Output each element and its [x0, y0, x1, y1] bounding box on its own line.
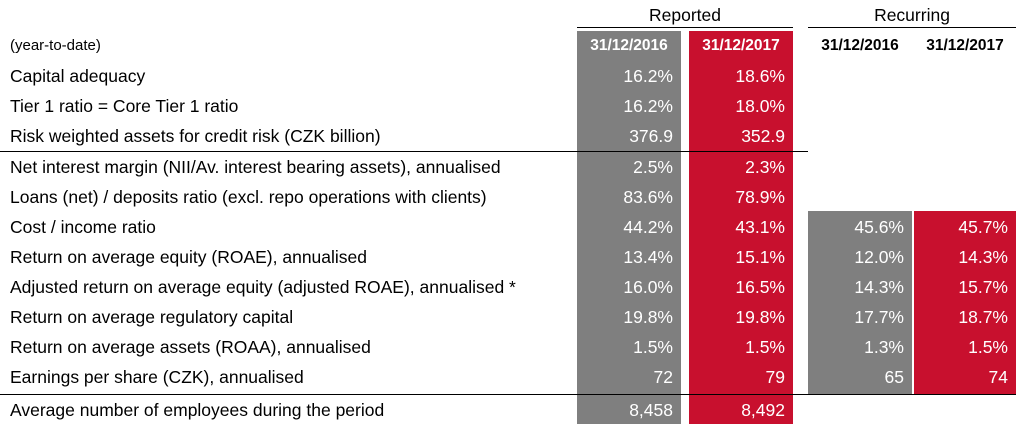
recurring-2017-value: 15.7% — [958, 277, 1008, 297]
recurring-2016-header: 31/12/2016 — [821, 37, 899, 54]
reported-2017-value: 16.5% — [735, 277, 785, 297]
row-label: Earnings per share (CZK), annualised — [10, 367, 304, 387]
reported-2017-value: 18.6% — [735, 66, 785, 86]
reported-2017-value: 78.9% — [735, 187, 785, 207]
row-label: Risk weighted assets for credit risk (CZ… — [10, 126, 381, 146]
reported-2017-value: 1.5% — [745, 337, 785, 357]
recurring-2017-value: 18.7% — [958, 307, 1008, 327]
reported-2017-value: 19.8% — [735, 307, 785, 327]
row-label: Net interest margin (NII/Av. interest be… — [10, 157, 501, 177]
row-label: Tier 1 ratio = Core Tier 1 ratio — [10, 96, 239, 116]
recurring-group-header: Recurring — [874, 5, 950, 25]
row-label: Return on average equity (ROAE), annuali… — [10, 247, 368, 267]
section-divider-1 — [0, 151, 808, 152]
reported-2017-value: 8,492 — [741, 400, 785, 420]
recurring-2016-value: 14.3% — [854, 277, 904, 297]
row-label: Return on average assets (ROAA), annuali… — [10, 337, 371, 357]
section-divider-2 — [0, 394, 1016, 395]
recurring-2016-column-bg — [808, 211, 912, 394]
reported-2017-header: 31/12/2017 — [702, 37, 780, 54]
reported-2017-value: 352.9 — [741, 126, 785, 146]
reported-2016-value: 16.0% — [623, 277, 673, 297]
recurring-2016-value: 45.6% — [854, 217, 904, 237]
reported-2016-value: 83.6% — [623, 187, 673, 207]
reported-2017-value: 43.1% — [735, 217, 785, 237]
reported-2016-value: 13.4% — [623, 247, 673, 267]
recurring-2017-value: 14.3% — [958, 247, 1008, 267]
recurring-2017-column-bg — [914, 211, 1016, 394]
reported-2016-column-bg — [577, 31, 681, 424]
reported-2017-column-bg — [689, 31, 793, 424]
recurring-group-underline — [808, 27, 1016, 28]
recurring-2016-value: 17.7% — [854, 307, 904, 327]
reported-2017-value: 2.3% — [745, 157, 785, 177]
reported-2016-value: 16.2% — [623, 96, 673, 116]
recurring-2017-header: 31/12/2017 — [926, 37, 1004, 54]
period-label: (year-to-date) — [10, 37, 101, 54]
row-label: Cost / income ratio — [10, 217, 156, 237]
reported-2016-value: 1.5% — [633, 337, 673, 357]
reported-2016-header: 31/12/2016 — [590, 37, 668, 54]
row-label: Loans (net) / deposits ratio (excl. repo… — [10, 187, 487, 207]
reported-2016-value: 72 — [653, 367, 673, 387]
reported-2016-value: 16.2% — [623, 66, 673, 86]
recurring-2016-value: 65 — [884, 367, 904, 387]
reported-2017-value: 79 — [765, 367, 785, 387]
reported-2016-value: 2.5% — [633, 157, 673, 177]
row-label: Return on average regulatory capital — [10, 307, 294, 327]
reported-2016-value: 376.9 — [629, 126, 673, 146]
reported-2016-value: 44.2% — [623, 217, 673, 237]
row-label: Capital adequacy — [10, 66, 146, 86]
reported-group-underline — [577, 27, 793, 28]
recurring-2017-value: 1.5% — [968, 337, 1008, 357]
recurring-2017-value: 74 — [988, 367, 1008, 387]
recurring-2017-value: 45.7% — [958, 217, 1008, 237]
reported-group-header: Reported — [649, 5, 721, 25]
row-label: Average number of employees during the p… — [10, 400, 385, 420]
row-label: Adjusted return on average equity (adjus… — [10, 277, 516, 297]
recurring-2016-value: 1.3% — [864, 337, 904, 357]
recurring-2016-value: 12.0% — [854, 247, 904, 267]
reported-2016-value: 19.8% — [623, 307, 673, 327]
reported-2017-value: 15.1% — [735, 247, 785, 267]
reported-2016-value: 8,458 — [629, 400, 673, 420]
reported-2017-value: 18.0% — [735, 96, 785, 116]
